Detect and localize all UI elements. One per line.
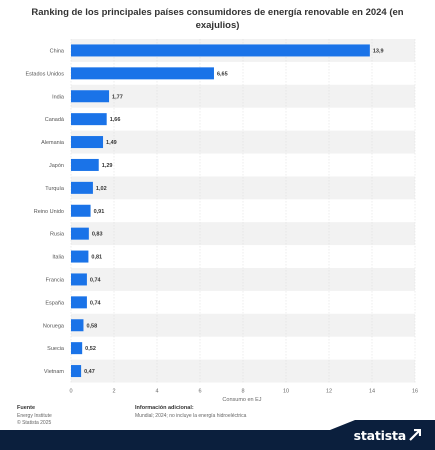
x-tick-label: 2 [112, 389, 115, 395]
data-label: 1,02 [96, 186, 107, 192]
data-label: 1,77 [112, 94, 123, 100]
category-label: Rusia [50, 232, 65, 238]
bar[interactable] [71, 44, 370, 57]
bar[interactable] [71, 296, 87, 309]
data-label: 0,74 [90, 300, 102, 306]
category-label: Japón [49, 163, 64, 169]
data-label: 1,29 [102, 163, 113, 169]
data-label: 0,83 [92, 232, 103, 238]
bar-chart: China Estados Unidos India Canadá Alemania Ja… [25, 39, 418, 403]
data-label: 0,47 [84, 369, 95, 375]
x-tick-label: 12 [326, 389, 332, 395]
bar[interactable] [71, 273, 87, 286]
brand-name: statista [353, 427, 407, 443]
statista-arrow-icon [409, 429, 421, 441]
data-label: 0,58 [86, 323, 97, 329]
x-axis-label: Consumo en EJ [222, 397, 261, 403]
category-label: Noruega [43, 323, 65, 329]
bar[interactable] [71, 319, 84, 332]
data-label: 0,74 [90, 277, 102, 283]
x-tick-label: 16 [412, 389, 418, 395]
data-label: 1,66 [110, 117, 121, 123]
copyright-text[interactable]: © Statista 2025 [17, 420, 52, 426]
brand-footer-bar [0, 420, 435, 450]
row-band [71, 222, 415, 246]
category-label: Estados Unidos [25, 71, 64, 77]
x-tick-label: 6 [198, 389, 201, 395]
x-tick-label: 8 [241, 389, 244, 395]
source-text: Energy Institute [17, 413, 52, 419]
data-label: 1,49 [106, 140, 117, 146]
bar[interactable] [71, 90, 110, 103]
bar[interactable] [71, 342, 83, 355]
category-label: Alemania [41, 140, 65, 146]
x-tick-labels: 0 2 4 6 8 10 12 14 16 [69, 389, 418, 395]
info-text: Mundial; 2024; no incluye la energía hid… [135, 413, 247, 419]
bars [71, 44, 370, 378]
data-label: 0,81 [91, 255, 102, 261]
row-band [71, 176, 415, 200]
category-label: Francia [46, 277, 65, 283]
category-label: Canadá [45, 117, 65, 123]
bar[interactable] [71, 204, 91, 217]
category-labels: China Estados Unidos India Canadá Alemania Ja… [25, 48, 64, 375]
info-heading: Información adicional: [135, 405, 194, 411]
bar[interactable] [71, 250, 89, 263]
bar[interactable] [71, 113, 107, 126]
x-tick-label: 10 [283, 389, 289, 395]
bar[interactable] [71, 136, 104, 149]
data-label: 6,65 [217, 71, 228, 77]
category-label: Vietnam [44, 369, 64, 375]
bar[interactable] [71, 158, 99, 171]
category-label: Italia [52, 255, 65, 261]
data-label: 0,91 [94, 209, 105, 215]
x-tick-label: 4 [155, 389, 158, 395]
bar[interactable] [71, 227, 89, 240]
x-tick-label: 14 [369, 389, 375, 395]
value-labels: 13,9 6,65 1,77 1,66 1,49 1,29 1,02 0,91 0,83 0,81… [84, 48, 383, 375]
source-heading: Fuente [17, 405, 36, 411]
statista-logo[interactable]: statista [354, 427, 421, 443]
data-label: 13,9 [373, 48, 384, 54]
x-tick-label: 0 [69, 389, 72, 395]
category-label: España [45, 300, 65, 306]
category-label: Turquía [45, 186, 65, 192]
bar[interactable] [71, 365, 82, 378]
category-label: India [52, 94, 65, 100]
bar[interactable] [71, 67, 214, 80]
bar[interactable] [71, 181, 93, 194]
row-band [71, 359, 415, 383]
category-label: Suecia [47, 346, 65, 352]
category-label: Reino Unido [34, 209, 64, 215]
data-label: 0,52 [85, 346, 96, 352]
category-label: China [50, 48, 65, 54]
chart-title: Ranking de los principales países consum… [31, 7, 404, 31]
